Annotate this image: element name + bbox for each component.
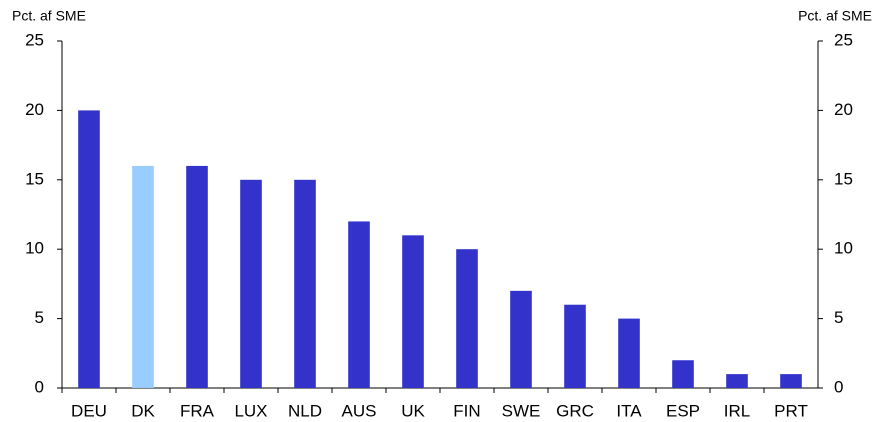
x-tick-label: FIN — [453, 401, 480, 420]
y2-tick-label: 15 — [834, 169, 853, 188]
x-tick-label: AUS — [342, 401, 377, 420]
bar — [618, 318, 640, 388]
x-tick-label: SWE — [502, 401, 541, 420]
bar — [510, 290, 532, 388]
x-tick-label: DEU — [71, 401, 107, 420]
x-tick-label: FRA — [180, 401, 215, 420]
y2-axis-label: Pct. af SME — [798, 8, 872, 24]
bar — [402, 235, 424, 388]
bar — [348, 221, 370, 388]
x-tick-label: PRT — [774, 401, 808, 420]
y2-tick-label: 0 — [834, 377, 843, 396]
bar — [564, 304, 586, 388]
y-tick-label: 20 — [25, 100, 44, 119]
y-tick-label: 5 — [35, 308, 44, 327]
x-tick-label: NLD — [288, 401, 322, 420]
bar — [294, 179, 316, 388]
bar — [456, 249, 478, 388]
x-tick-label: DK — [131, 401, 155, 420]
y2-tick-label: 10 — [834, 239, 853, 258]
bar — [240, 179, 262, 388]
y-tick-label: 15 — [25, 169, 44, 188]
x-tick-label: ITA — [616, 401, 642, 420]
x-tick-label: UK — [401, 401, 425, 420]
x-tick-label: ESP — [666, 401, 700, 420]
bar — [672, 360, 694, 388]
bar — [726, 374, 748, 388]
y2-tick-label: 5 — [834, 308, 843, 327]
y-tick-label: 25 — [25, 30, 44, 49]
y-tick-label: 0 — [35, 377, 44, 396]
x-tick-label: IRL — [724, 401, 750, 420]
x-tick-label: LUX — [234, 401, 267, 420]
bar — [780, 374, 802, 388]
x-tick-label: GRC — [556, 401, 594, 420]
y2-tick-label: 25 — [834, 30, 853, 49]
y-tick-label: 10 — [25, 239, 44, 258]
bar — [132, 165, 154, 388]
bar — [186, 165, 208, 388]
y-axis-label: Pct. af SME — [12, 8, 86, 24]
bar — [78, 110, 100, 389]
y2-tick-label: 20 — [834, 100, 853, 119]
